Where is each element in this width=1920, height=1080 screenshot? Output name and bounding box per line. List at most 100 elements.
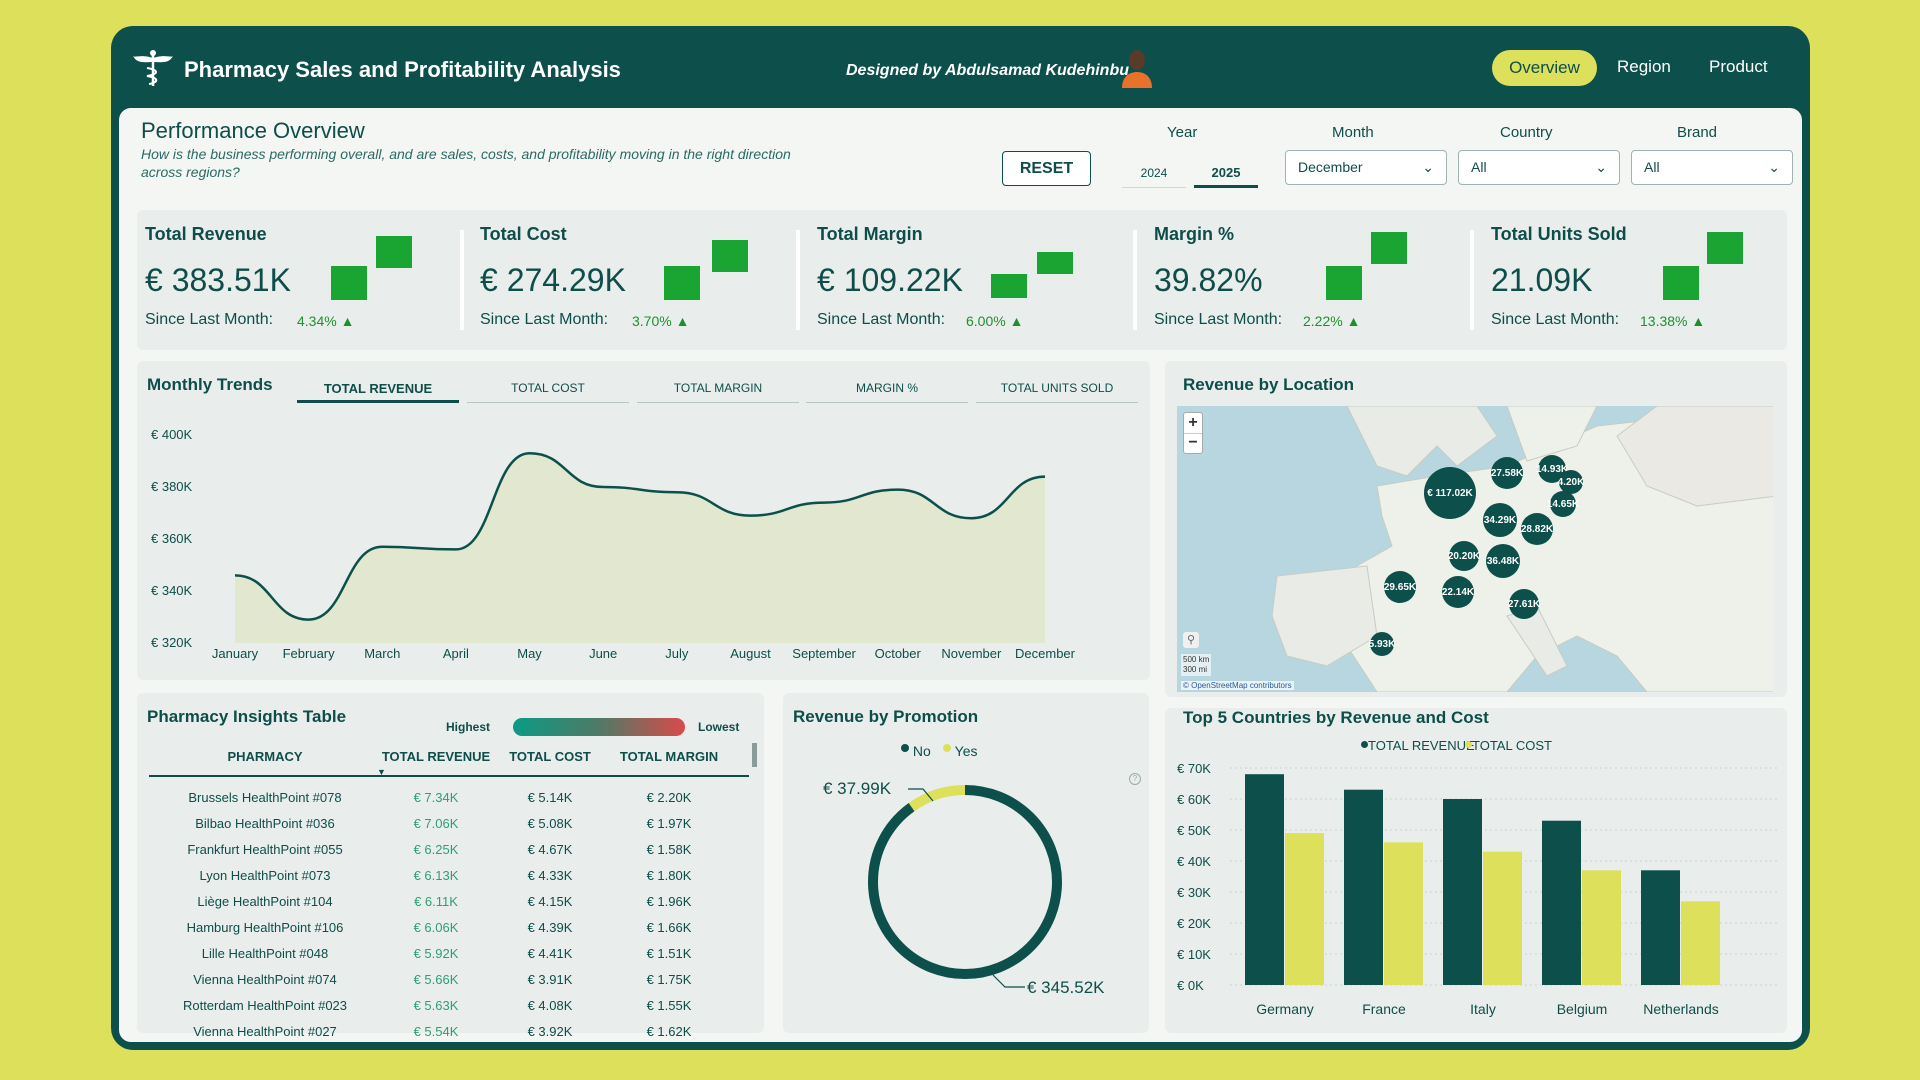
- margin-cell: € 2.20K: [646, 790, 692, 805]
- legend-item-yes[interactable]: Yes: [943, 743, 977, 759]
- monthly-trends-panel: Monthly Trends TOTAL REVENUE TOTAL COST …: [137, 361, 1150, 680]
- map-bubble[interactable]: 34.29K: [1483, 503, 1517, 537]
- info-icon[interactable]: ?: [1129, 773, 1141, 785]
- tab-total-revenue[interactable]: TOTAL REVENUE: [297, 381, 459, 403]
- table-header-divider: [149, 775, 749, 777]
- column-header-pharmacy[interactable]: PHARMACY: [227, 749, 303, 764]
- zoom-out-button[interactable]: −: [1184, 433, 1202, 453]
- tab-total-units-sold[interactable]: TOTAL UNITS SOLD: [976, 381, 1138, 403]
- table-row[interactable]: Rotterdam HealthPoint #023 € 5.63K € 4.08K…: [149, 993, 749, 1019]
- table-scrollbar[interactable]: [752, 743, 757, 767]
- donut-slice-no[interactable]: [868, 785, 1062, 979]
- table-row[interactable]: Liège HealthPoint #104 € 6.11K € 4.15K € 1.…: [149, 889, 749, 915]
- map-bubble[interactable]: 27.58K: [1491, 457, 1523, 489]
- legend-item-no[interactable]: No: [901, 743, 931, 759]
- panel-title: Monthly Trends: [147, 375, 273, 394]
- table-row[interactable]: Frankfurt HealthPoint #055 € 6.25K € 4.67K…: [149, 837, 749, 863]
- bar-cost[interactable]: [1384, 842, 1423, 985]
- table-row[interactable]: Lille HealthPoint #048 € 5.92K € 4.41K € 1.…: [149, 941, 749, 967]
- map-attribution: © OpenStreetMap contributors: [1181, 681, 1294, 690]
- dashboard-frame: Pharmacy Sales and Profitability Analysi…: [111, 26, 1810, 1050]
- tab-total-margin[interactable]: TOTAL MARGIN: [637, 381, 799, 403]
- map-bubble[interactable]: 29.65K: [1384, 571, 1416, 603]
- pharmacy-cell: Brussels HealthPoint #078: [188, 790, 342, 805]
- revenue-cell: € 6.11K: [414, 894, 458, 909]
- bar-revenue[interactable]: [1542, 820, 1581, 985]
- nav-region-button[interactable]: Region: [1617, 57, 1671, 76]
- nav-product-button[interactable]: Product: [1709, 57, 1768, 76]
- column-header-total-revenue[interactable]: TOTAL REVENUE: [381, 749, 491, 764]
- year-tab-2024[interactable]: 2024: [1122, 158, 1186, 188]
- bar-revenue[interactable]: [1443, 799, 1482, 985]
- kpi-divider: [1133, 230, 1137, 330]
- table-row[interactable]: Hamburg HealthPoint #106 € 6.06K € 4.39K € …: [149, 915, 749, 941]
- bar-revenue[interactable]: [1245, 774, 1284, 985]
- kpi-card-total-margin: Total Margin € 109.22K Since Last Month:…: [809, 210, 1139, 350]
- x-category-label: Germany: [1256, 1001, 1314, 1017]
- kpi-since-label: Since Last Month:: [1154, 311, 1283, 328]
- cost-cell: € 5.14K: [527, 790, 573, 805]
- x-category-label: Netherlands: [1643, 1001, 1719, 1017]
- table-row[interactable]: Brussels HealthPoint #078 € 7.34K € 5.14K €…: [149, 785, 749, 811]
- map-bubble[interactable]: 27.61K: [1508, 589, 1540, 619]
- bar-cost[interactable]: [1483, 851, 1522, 985]
- bar-revenue[interactable]: [1344, 789, 1383, 985]
- nav-overview-button[interactable]: Overview: [1492, 50, 1597, 86]
- map-bubble[interactable]: 14.65K: [1547, 491, 1579, 517]
- map-bubble[interactable]: 5.93K: [1369, 632, 1395, 656]
- cost-cell: € 4.41K: [527, 946, 573, 961]
- month-dropdown[interactable]: December ⌄: [1285, 150, 1447, 185]
- trend-series-line[interactable]: [234, 451, 1046, 621]
- bar-revenue[interactable]: [1641, 870, 1680, 985]
- x-tick-label: May: [517, 646, 542, 661]
- pharmacy-cell: Bilbao HealthPoint #036: [195, 816, 335, 831]
- map-bubble[interactable]: 4.20K: [1558, 470, 1584, 494]
- map-bubble[interactable]: 20.20K: [1448, 541, 1480, 571]
- month-filter-label: Month: [1332, 124, 1374, 141]
- kpi-change: 3.70% ▲: [632, 313, 690, 329]
- map-bubble[interactable]: 28.82K: [1521, 513, 1553, 545]
- x-tick-label: April: [443, 646, 469, 661]
- legend-item-total-cost[interactable]: TOTAL COST: [1465, 738, 1552, 753]
- panel-title: Revenue by Promotion: [793, 707, 979, 726]
- map-bubble[interactable]: 36.48K: [1486, 544, 1520, 578]
- panel-title: Pharmacy Insights Table: [147, 707, 347, 726]
- europe-map[interactable]: + − ⚲ 500 km 300 mi © OpenStreetMap cont…: [1177, 406, 1773, 692]
- brand-dropdown[interactable]: All ⌄: [1631, 150, 1793, 185]
- x-tick-label: June: [589, 646, 617, 661]
- table-row[interactable]: Bilbao HealthPoint #036 € 7.06K € 5.08K € 1…: [149, 811, 749, 837]
- country-dropdown[interactable]: All ⌄: [1458, 150, 1620, 185]
- zoom-in-button[interactable]: +: [1188, 414, 1198, 431]
- kpi-value: € 274.29K: [480, 262, 626, 298]
- bar-cost[interactable]: [1681, 901, 1720, 985]
- table-row[interactable]: Vienna HealthPoint #027 € 5.54K € 3.92K € 1…: [149, 1019, 749, 1045]
- column-header-total-cost[interactable]: TOTAL COST: [509, 749, 591, 764]
- kpi-sparkbox: [1037, 252, 1073, 274]
- tab-margin-pct[interactable]: MARGIN %: [806, 381, 968, 403]
- legend-item-total-revenue[interactable]: TOTAL REVENUE: [1361, 738, 1475, 753]
- column-header-total-margin[interactable]: TOTAL MARGIN: [619, 749, 719, 764]
- tab-total-cost[interactable]: TOTAL COST: [467, 381, 629, 403]
- table-row[interactable]: Vienna HealthPoint #074 € 5.66K € 3.91K € 1…: [149, 967, 749, 993]
- sort-desc-icon[interactable]: ▼: [377, 767, 386, 777]
- donut-label-yes: € 37.99K: [823, 779, 892, 798]
- bar-cost[interactable]: [1285, 833, 1324, 985]
- margin-cell: € 1.66K: [646, 920, 692, 935]
- table-row[interactable]: Lyon HealthPoint #073 € 6.13K € 4.33K € 1.8…: [149, 863, 749, 889]
- pharmacy-cell: Frankfurt HealthPoint #055: [187, 842, 343, 857]
- up-arrow-icon: ▲: [1346, 313, 1361, 329]
- map-scale: 500 km 300 mi: [1181, 654, 1212, 676]
- kpi-card-total-revenue: Total Revenue € 383.51K Since Last Month…: [137, 210, 467, 350]
- pharmacy-cell: Vienna HealthPoint #027: [193, 1024, 337, 1039]
- reset-button[interactable]: RESET: [1002, 151, 1091, 186]
- y-tick-label: € 400K: [151, 427, 193, 442]
- revenue-cell: € 7.34K: [413, 790, 459, 805]
- cost-cell: € 4.08K: [527, 998, 573, 1013]
- revenue-cell: € 5.66K: [413, 972, 459, 987]
- year-tab-2025[interactable]: 2025: [1194, 158, 1258, 188]
- map-bubble[interactable]: 22.14K: [1442, 576, 1474, 608]
- map-locate-icon[interactable]: ⚲: [1183, 632, 1199, 648]
- kpi-value: 39.82%: [1154, 262, 1263, 298]
- bar-cost[interactable]: [1582, 870, 1621, 985]
- map-bubble[interactable]: € 117.02K: [1424, 467, 1476, 519]
